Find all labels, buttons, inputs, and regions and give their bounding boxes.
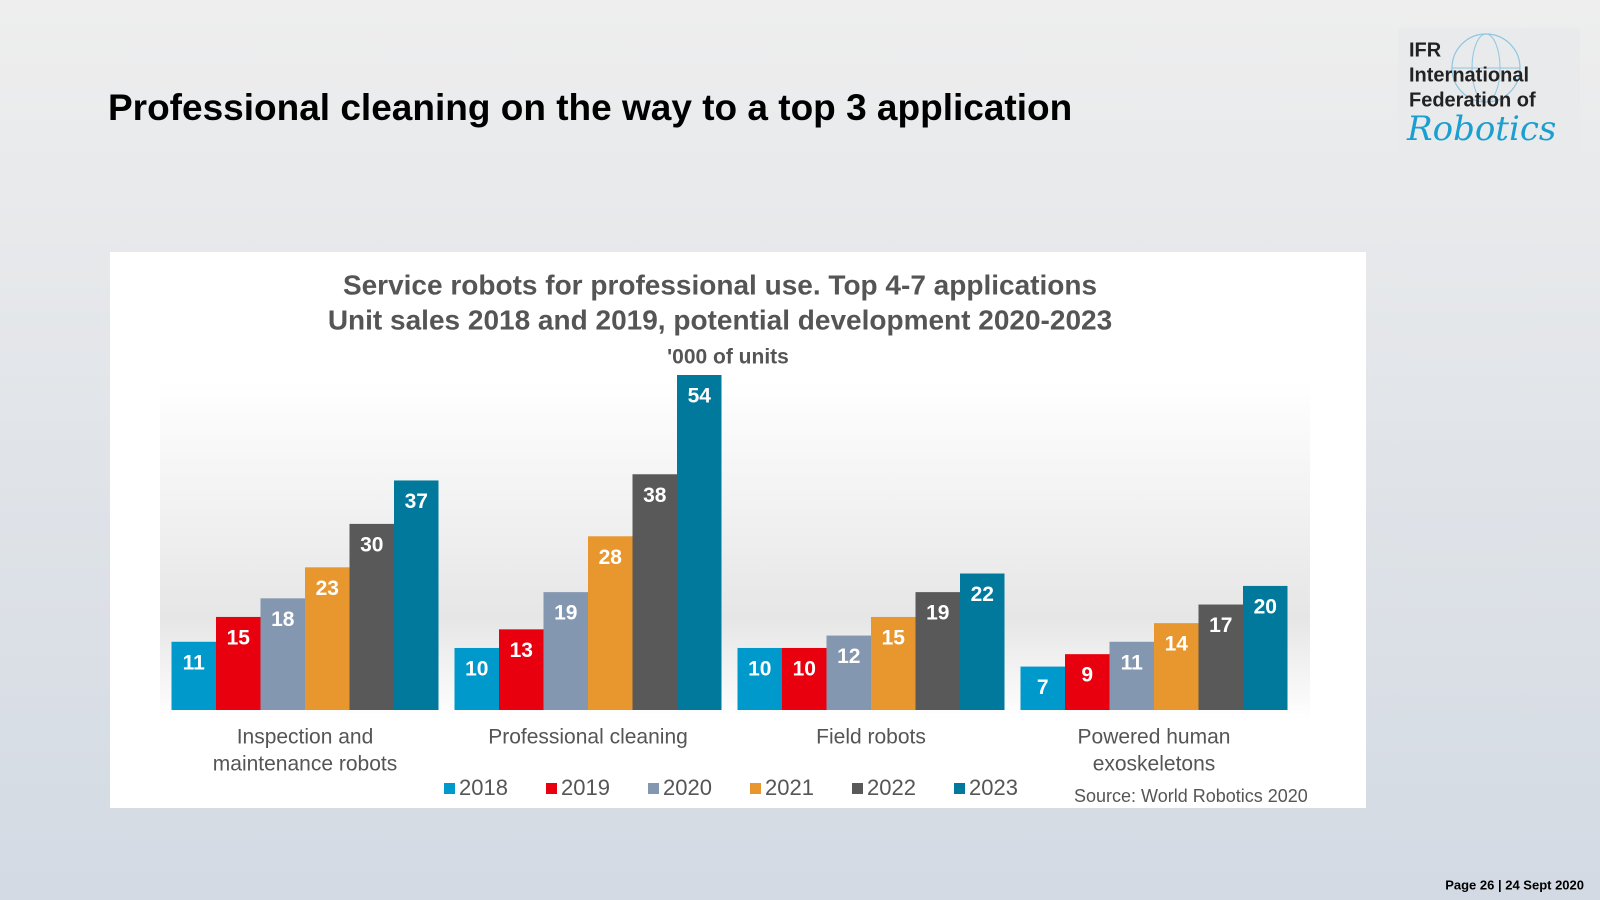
logo-text: Federation of [1409, 89, 1536, 111]
bar [782, 647, 827, 710]
data-label: 9 [1081, 664, 1093, 687]
chart-subtitle: '000 of units [667, 346, 789, 369]
bar [1243, 585, 1288, 710]
bar [1065, 654, 1110, 710]
logo-bg [1398, 28, 1580, 178]
legend-swatch [852, 783, 863, 794]
data-label: 18 [271, 608, 295, 631]
source: Source: World Robotics 2020 [1074, 786, 1308, 806]
data-label: 11 [183, 651, 206, 674]
data-label: 14 [1165, 633, 1189, 656]
data-label: 15 [882, 626, 906, 649]
data-label: 10 [748, 658, 771, 681]
data-label: 23 [316, 577, 339, 600]
data-label: 30 [360, 533, 383, 556]
bar [543, 592, 588, 710]
bar [677, 375, 722, 710]
data-label: 13 [510, 639, 533, 662]
slide-title: Professional cleaning on the way to a to… [108, 87, 1072, 128]
footer: Page 26 | 24 Sept 2020 [1445, 877, 1584, 892]
x-tick-label: Field robots [816, 726, 926, 749]
logo-script: Robotics [1406, 109, 1556, 149]
legend-label: 2022 [867, 775, 916, 800]
bar [499, 629, 544, 710]
bar [588, 536, 633, 710]
chart-title: Service robots for professional use. Top… [343, 269, 1097, 300]
bar [632, 474, 677, 710]
legend-label: 2023 [969, 775, 1018, 800]
data-label: 7 [1037, 676, 1049, 699]
bar [260, 598, 305, 710]
bar [1154, 623, 1199, 710]
data-label: 28 [599, 546, 623, 569]
chart-title: Unit sales 2018 and 2019, potential deve… [328, 304, 1112, 335]
bar [737, 647, 782, 710]
data-label: 20 [1254, 595, 1277, 618]
data-label: 19 [926, 602, 949, 625]
legend-label: 2019 [561, 775, 610, 800]
bar [394, 480, 439, 710]
data-label: 17 [1209, 614, 1232, 637]
bar [349, 523, 394, 710]
data-label: 19 [554, 602, 577, 625]
bar [871, 616, 916, 710]
bar [915, 592, 960, 710]
legend-label: 2020 [663, 775, 712, 800]
bar [960, 573, 1005, 710]
data-label: 10 [793, 658, 816, 681]
data-label: 10 [465, 658, 488, 681]
x-tick-label: exoskeletons [1093, 753, 1216, 776]
bar [1109, 641, 1154, 710]
data-label: 11 [1121, 651, 1144, 674]
data-label: 22 [971, 583, 994, 606]
x-tick-label: Inspection and [237, 726, 374, 749]
plot: Inspection and maintenance robots 11 15 18 23… [171, 375, 1288, 800]
bar [454, 647, 499, 710]
data-label: 54 [688, 385, 712, 408]
bar [305, 567, 350, 710]
x-tick-label: Professional cleaning [488, 726, 688, 749]
bar [171, 641, 216, 710]
legend-swatch [954, 783, 965, 794]
bar [1198, 604, 1243, 710]
logo: IFR International Federation of Robotics [1398, 28, 1580, 178]
x-tick-label: Powered human [1078, 726, 1231, 749]
data-label: 12 [837, 645, 860, 668]
data-label: 37 [405, 490, 428, 513]
data-label: 38 [643, 484, 667, 507]
legend-swatch [444, 783, 455, 794]
x-tick-label: maintenance robots [213, 753, 397, 776]
bar [1020, 666, 1065, 710]
legend-swatch [750, 783, 761, 794]
legend-label: 2018 [459, 775, 508, 800]
legend-label: 2021 [765, 775, 814, 800]
legend-swatch [546, 783, 557, 794]
data-label: 15 [227, 626, 251, 649]
bar [216, 616, 261, 710]
logo-text: International [1409, 64, 1529, 86]
logo-text: IFR [1409, 39, 1442, 61]
legend-swatch [648, 783, 659, 794]
bar [826, 635, 871, 710]
